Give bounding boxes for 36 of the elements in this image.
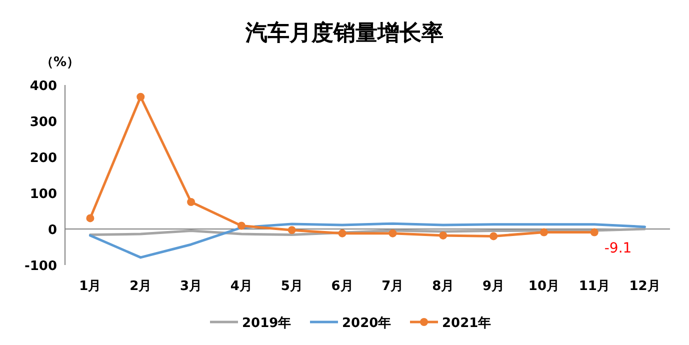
y-tick-label: 400 [30, 79, 57, 94]
annotation: -9.1 [604, 240, 632, 256]
point [388, 229, 397, 238]
legend-label: 2019年 [242, 316, 292, 331]
y-tick-label: 0 [48, 223, 57, 238]
x-tick-label: 11月 [578, 279, 610, 294]
x-tick-label: 9月 [482, 279, 505, 294]
legend-label: 2021年 [442, 316, 492, 331]
point [288, 226, 296, 234]
point [540, 228, 548, 236]
point [187, 198, 196, 206]
x-tick-label: 8月 [432, 279, 454, 294]
x-tick-label: 6月 [331, 279, 354, 294]
x-tick-label: 10月 [528, 279, 560, 294]
point [237, 222, 246, 230]
x-tick-label: 1月 [79, 279, 102, 294]
line-series [88, 222, 646, 259]
x-tick-label: 12月 [629, 279, 660, 294]
point [490, 232, 498, 240]
y-tick-label: 100 [30, 187, 57, 202]
point [338, 229, 346, 238]
y-tick-label: 200 [30, 151, 57, 166]
x-tick-label: 2月 [130, 279, 152, 294]
point [86, 214, 94, 222]
point [136, 92, 145, 101]
y-tick-label: -100 [24, 259, 57, 274]
x-tick-label: 3月 [180, 279, 202, 294]
y-axis-title: （%） [40, 55, 80, 70]
point [590, 228, 598, 236]
x-tick-label: 7月 [382, 279, 404, 294]
x-tick-label: 5月 [280, 279, 303, 294]
y-tick-label: 300 [30, 115, 57, 130]
point [439, 231, 448, 240]
chart-title: 汽车月度销量增长率 [244, 20, 444, 46]
legend-label: 2020年 [342, 316, 392, 331]
x-tick-label: 4月 [230, 279, 252, 294]
